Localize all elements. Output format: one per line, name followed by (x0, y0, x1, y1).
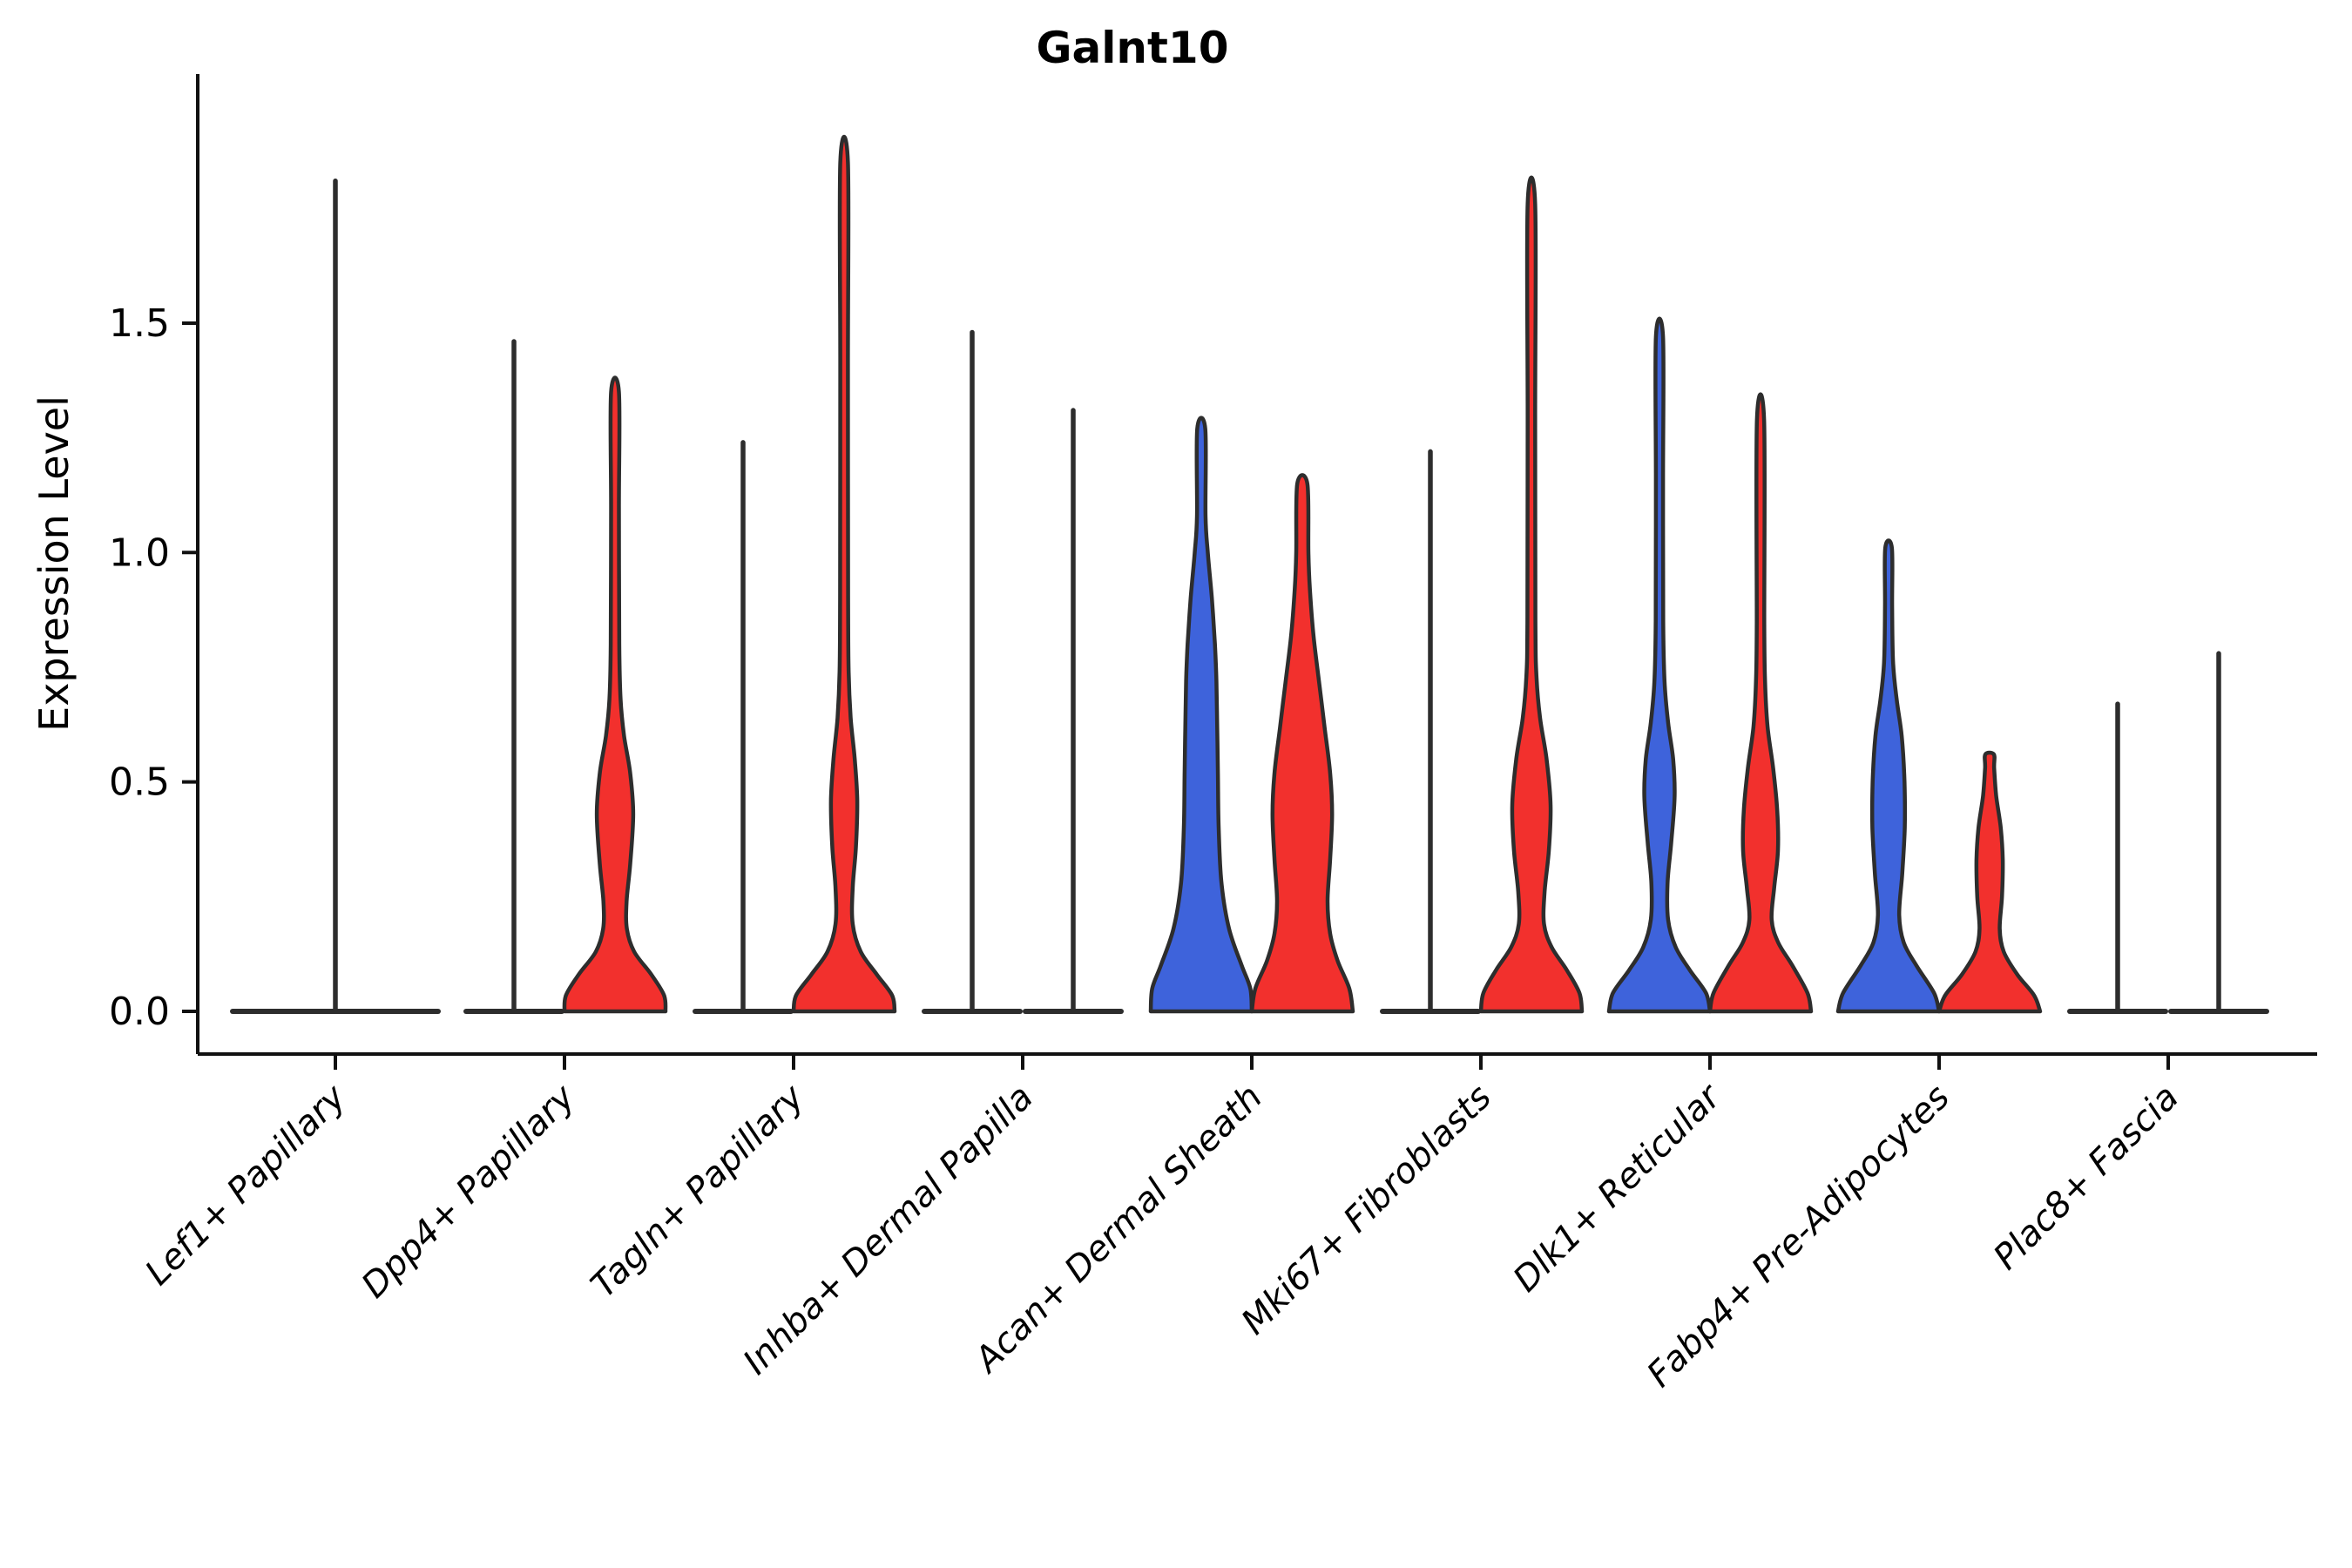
x-tick-label-plac8-fascia: Plac8+ Fascia (1986, 1078, 2186, 1278)
violin-dlk1-reticular-red (1707, 392, 1814, 1014)
x-tick-label-dlk1-reticular: Dlk1+ Reticular (1506, 1076, 1730, 1300)
x-tick-label-tagln-papillary: Tagln+ Papillary (584, 1077, 813, 1306)
y-tick-label: 0.0 (109, 990, 170, 1034)
violin-mki67-fibroblasts-red (1478, 175, 1585, 1014)
y-tick-label: 0.5 (109, 760, 170, 805)
violin-tagln-papillary-red (791, 134, 897, 1014)
x-tick-label-lef1-papillary: Lef1+ Papillary (138, 1077, 355, 1294)
y-tick-label: 1.0 (109, 531, 170, 575)
violin-acan-dermal-sheath-blue (1148, 416, 1254, 1014)
x-tick-label-mki67-fibroblasts: Mki67+ Fibroblasts (1233, 1078, 1499, 1343)
y-tick-label: 1.5 (109, 301, 170, 346)
violin-acan-dermal-sheath-red (1249, 473, 1355, 1014)
y-axis-title: Expression Level (30, 395, 78, 732)
violin-fabp4-pre-adipocytes-blue (1835, 538, 1942, 1014)
chart-title: Galnt10 (1036, 23, 1229, 73)
x-tick-label-dpp4-papillary: Dpp4+ Papillary (355, 1077, 584, 1306)
violin-dpp4-papillary-red (562, 375, 668, 1014)
violin-dlk1-reticular-blue (1606, 316, 1713, 1014)
violin-fabp4-pre-adipocytes-red (1936, 750, 2043, 1014)
